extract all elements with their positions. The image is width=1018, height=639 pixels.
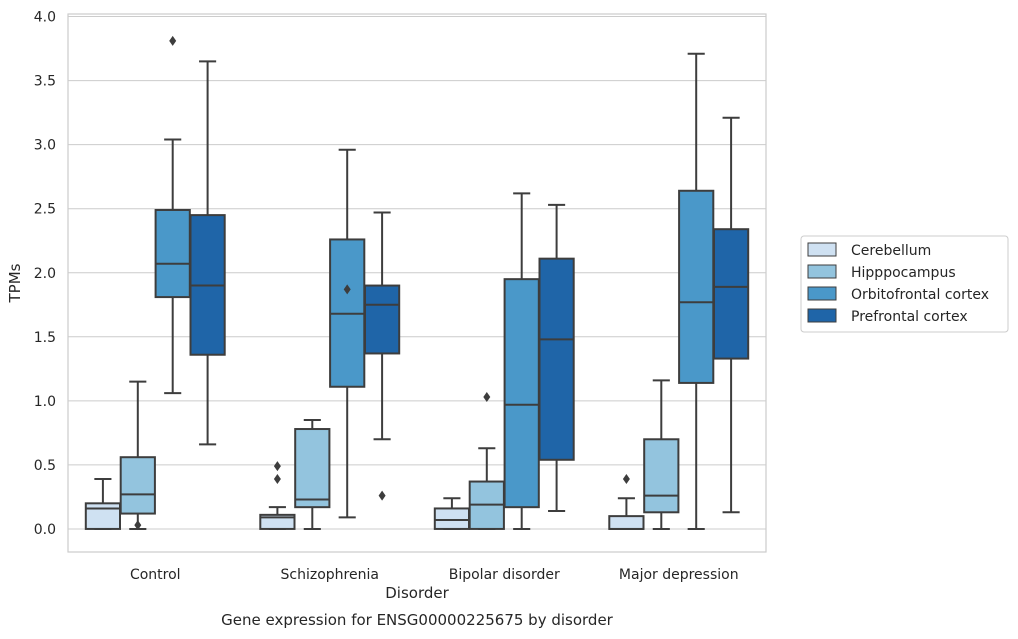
iqr-box [363,284,401,355]
box-orbitofrontal-cortex-bipolar-disorder [503,192,540,530]
iqr-box [608,515,645,530]
y-tick-label: 4.0 [34,10,56,26]
y-tick-label: 0.0 [34,522,56,538]
box-prefrontal-cortex-bipolar-disorder [538,203,575,513]
x-tick-label: Bipolar disorder [449,567,560,583]
box-hipppocampus-bipolar-disorder [468,392,505,530]
outlier-point [378,490,386,501]
iqr-box [538,257,575,461]
legend-label: Cerebellum [851,243,931,259]
iqr-box [154,208,191,299]
iqr-box [643,438,680,514]
x-tick-label: Major depression [619,567,739,583]
box-cerebellum-control [84,477,122,530]
box-orbitofrontal-cortex-major-depression [678,52,715,530]
y-tick-label: 1.5 [34,330,56,346]
legend-swatch [807,286,837,301]
iqr-box [712,228,750,360]
x-axis-ticks: Control Schizophrenia Bipolar disorder Majo… [130,567,739,583]
outlier-point [273,473,281,484]
legend-swatch [807,308,837,323]
y-tick-label: 2.5 [34,202,56,218]
outlier-point [273,461,281,472]
box-orbitofrontal-cortex-control [154,35,191,395]
legend-frame [800,235,1009,333]
box-prefrontal-cortex-control [189,60,226,446]
box-cerebellum-major-depression [608,473,645,530]
iqr-box [294,428,331,509]
box-hipppocampus-control [119,380,156,531]
plot-frame [67,13,767,553]
box-cerebellum-schizophrenia [259,461,296,530]
y-axis-label: TPMs [6,263,24,303]
box-prefrontal-cortex-major-depression [712,116,750,514]
x-tick-label: Control [130,567,181,583]
y-tick-label: 2.0 [34,266,56,282]
outlier-point [343,284,351,295]
iqr-box [678,189,715,384]
legend: Cerebellum Hipppocampus Orbitofrontal cort… [800,235,1009,333]
iqr-box [119,456,156,515]
box-hipppocampus-major-depression [643,379,680,530]
y-axis-ticks: 0.0 0.5 1.0 1.5 2.0 2.5 3.0 3.5 4.0 [34,10,56,538]
box-plots [84,35,750,531]
legend-label: Orbitofrontal cortex [851,287,989,303]
iqr-box [433,507,471,530]
chart-caption: Gene expression for ENSG00000225675 by d… [221,611,614,629]
y-tick-label: 1.0 [34,394,56,410]
x-axis-label: Disorder [385,584,449,602]
box-hipppocampus-schizophrenia [294,419,331,530]
box-orbitofrontal-cortex-schizophrenia [329,148,366,519]
box-cerebellum-bipolar-disorder [433,497,471,530]
legend-swatch [807,264,837,279]
legend-label: Prefrontal cortex [851,309,968,325]
box-prefrontal-cortex-schizophrenia [363,211,401,501]
x-tick-label: Schizophrenia [281,567,379,583]
y-tick-label: 3.5 [34,74,56,90]
iqr-box [84,502,122,530]
legend-swatch [807,242,837,257]
y-tick-label: 3.0 [34,138,56,154]
y-tick-label: 0.5 [34,458,56,474]
iqr-box [503,278,540,509]
outlier-point [169,35,177,46]
outlier-point [134,520,142,531]
legend-label: Hipppocampus [851,265,956,281]
outlier-point [483,392,491,403]
outlier-point [622,473,630,484]
